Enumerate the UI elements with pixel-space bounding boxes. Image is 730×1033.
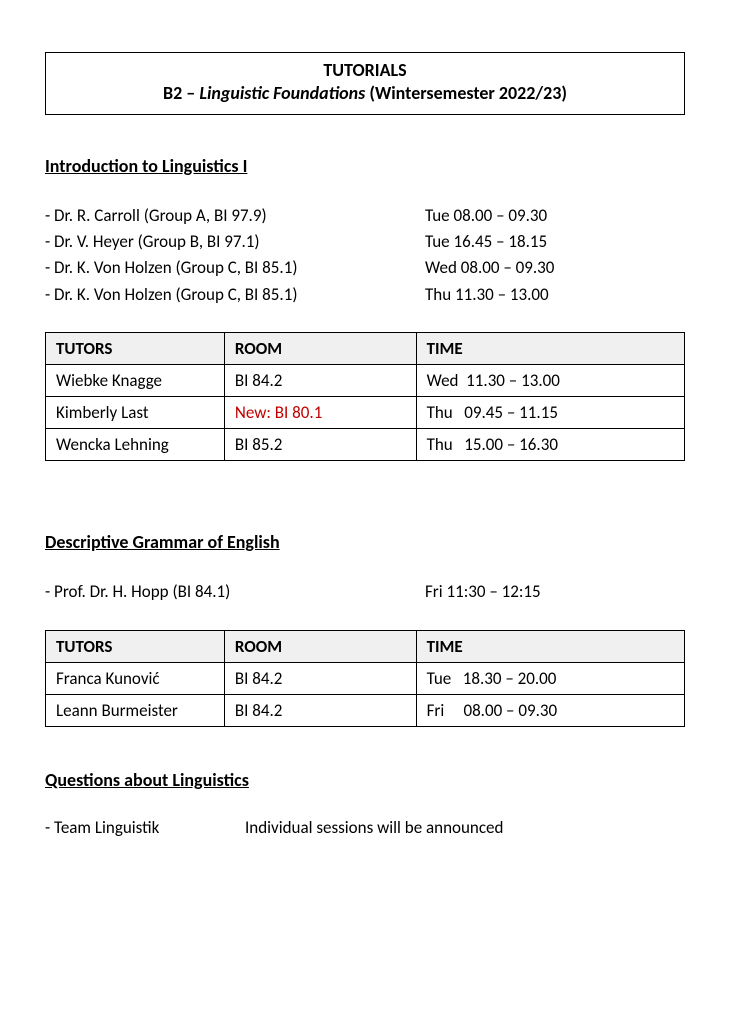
lecturer-row: - Dr. R. Carroll (Group A, BI 97.9) Tue … <box>45 203 685 229</box>
title-italic: Linguistic Foundations <box>199 82 365 104</box>
lecturer-left: - Dr. V. Heyer (Group B, BI 97.1) <box>45 229 425 255</box>
lecturer-left: - Dr. K. Von Holzen (Group C, BI 85.1) <box>45 282 425 308</box>
col-header-tutors: TUTORS <box>46 630 225 662</box>
section2-heading: Descriptive Grammar of English <box>45 531 685 553</box>
time-cell: Tue 18.30 – 20.00 <box>416 662 684 694</box>
tutor-cell: Franca Kunović <box>46 662 225 694</box>
title-box: TUTORIALS B2 – Linguistic Foundations (W… <box>45 52 685 115</box>
col-header-time: TIME <box>416 630 684 662</box>
questions-right: Individual sessions will be announced <box>245 817 685 838</box>
table-row: Leann Burmeister BI 84.2 Fri 08.00 – 09.… <box>46 694 685 726</box>
questions-left: - Team Linguistik <box>45 817 245 838</box>
lecturer-right: Tue 16.45 – 18.15 <box>425 229 685 255</box>
table-header-row: TUTORS ROOM TIME <box>46 630 685 662</box>
col-header-room: ROOM <box>224 630 416 662</box>
section3-heading: Questions about Linguistics <box>45 769 685 791</box>
lecturer-left: - Dr. R. Carroll (Group A, BI 97.9) <box>45 203 425 229</box>
lecturer-row: - Dr. V. Heyer (Group B, BI 97.1) Tue 16… <box>45 229 685 255</box>
section2-lecturers: - Prof. Dr. H. Hopp (BI 84.1) Fri 11:30 … <box>45 579 685 605</box>
room-cell: BI 84.2 <box>224 662 416 694</box>
spacer <box>45 727 685 769</box>
page: TUTORIALS B2 – Linguistic Foundations (W… <box>0 0 730 898</box>
col-header-room: ROOM <box>224 333 416 365</box>
col-header-time: TIME <box>416 333 684 365</box>
lecturer-row: - Dr. K. Von Holzen (Group C, BI 85.1) W… <box>45 255 685 281</box>
title-prefix: B2 – <box>163 82 199 104</box>
lecturer-right: Wed 08.00 – 09.30 <box>425 255 685 281</box>
time-cell: Thu 15.00 – 16.30 <box>416 429 684 461</box>
room-cell-new: New: BI 80.1 <box>224 397 416 429</box>
time-cell: Wed 11.30 – 13.00 <box>416 365 684 397</box>
section1-table: TUTORS ROOM TIME Wiebke Knagge BI 84.2 W… <box>45 332 685 461</box>
lecturer-row: - Prof. Dr. H. Hopp (BI 84.1) Fri 11:30 … <box>45 579 685 605</box>
section1-heading: Introduction to Linguistics I <box>45 155 685 177</box>
title-suffix: (Wintersemester 2022/23) <box>365 82 567 104</box>
tutor-cell: Wiebke Knagge <box>46 365 225 397</box>
room-cell: BI 85.2 <box>224 429 416 461</box>
time-cell: Fri 08.00 – 09.30 <box>416 694 684 726</box>
lecturer-right: Fri 11:30 – 12:15 <box>425 579 685 605</box>
tutor-cell: Kimberly Last <box>46 397 225 429</box>
room-cell: BI 84.2 <box>224 365 416 397</box>
lecturer-right: Tue 08.00 – 09.30 <box>425 203 685 229</box>
lecturer-left: - Dr. K. Von Holzen (Group C, BI 85.1) <box>45 255 425 281</box>
col-header-tutors: TUTORS <box>46 333 225 365</box>
title-line1: TUTORIALS <box>46 59 684 82</box>
tutor-cell: Wencka Lehning <box>46 429 225 461</box>
table-row: Kimberly Last New: BI 80.1 Thu 09.45 – 1… <box>46 397 685 429</box>
tutor-cell: Leann Burmeister <box>46 694 225 726</box>
section2-table: TUTORS ROOM TIME Franca Kunović BI 84.2 … <box>45 630 685 727</box>
lecturer-right: Thu 11.30 – 13.00 <box>425 282 685 308</box>
questions-row: - Team Linguistik Individual sessions wi… <box>45 817 685 838</box>
spacer <box>45 461 685 531</box>
table-header-row: TUTORS ROOM TIME <box>46 333 685 365</box>
lecturer-left: - Prof. Dr. H. Hopp (BI 84.1) <box>45 579 425 605</box>
table-row: Wencka Lehning BI 85.2 Thu 15.00 – 16.30 <box>46 429 685 461</box>
time-cell: Thu 09.45 – 11.15 <box>416 397 684 429</box>
section1-lecturers: - Dr. R. Carroll (Group A, BI 97.9) Tue … <box>45 203 685 308</box>
lecturer-row: - Dr. K. Von Holzen (Group C, BI 85.1) T… <box>45 282 685 308</box>
table-row: Franca Kunović BI 84.2 Tue 18.30 – 20.00 <box>46 662 685 694</box>
title-line2: B2 – Linguistic Foundations (Wintersemes… <box>46 82 684 105</box>
room-cell: BI 84.2 <box>224 694 416 726</box>
table-row: Wiebke Knagge BI 84.2 Wed 11.30 – 13.00 <box>46 365 685 397</box>
